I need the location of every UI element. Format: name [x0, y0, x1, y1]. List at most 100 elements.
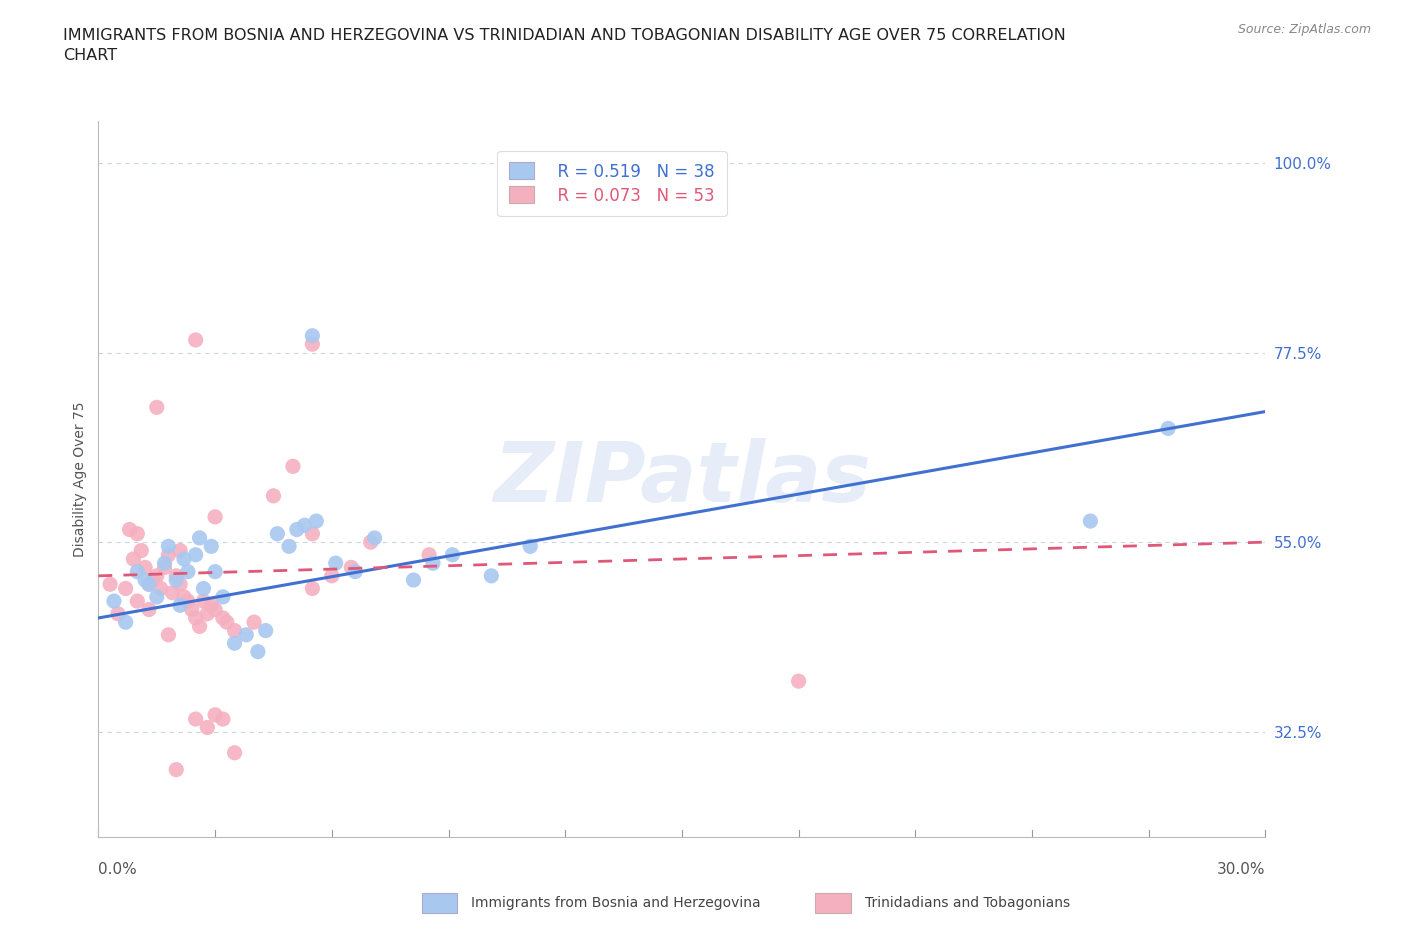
Point	[127, 526, 149, 541]
Point	[153, 556, 176, 571]
Point	[301, 526, 323, 541]
Point	[402, 573, 425, 588]
Point	[142, 573, 165, 588]
Point	[118, 522, 141, 537]
Point	[184, 711, 207, 726]
Point	[285, 522, 308, 537]
Point	[138, 602, 160, 617]
Point	[177, 593, 200, 608]
Point	[519, 538, 541, 553]
Point	[134, 573, 156, 588]
Point	[193, 581, 215, 596]
Point	[180, 602, 202, 617]
Point	[479, 568, 502, 583]
Point	[177, 565, 200, 579]
Point	[301, 328, 323, 343]
Point	[243, 615, 266, 630]
Point	[169, 543, 191, 558]
Point	[215, 615, 238, 630]
Point	[184, 333, 207, 348]
Point	[173, 590, 195, 604]
Point	[165, 763, 187, 777]
Point	[281, 458, 304, 473]
Text: IMMIGRANTS FROM BOSNIA AND HERZEGOVINA VS TRINIDADIAN AND TOBAGONIAN DISABILITY : IMMIGRANTS FROM BOSNIA AND HERZEGOVINA V…	[63, 28, 1066, 62]
Point	[134, 560, 156, 575]
Point	[146, 568, 169, 583]
Point	[165, 568, 187, 583]
Point	[188, 530, 211, 545]
Point	[441, 548, 464, 563]
Text: 0.0%: 0.0%	[98, 862, 138, 877]
Point	[138, 577, 160, 591]
Point	[98, 577, 121, 591]
Y-axis label: Disability Age Over 75: Disability Age Over 75	[73, 401, 87, 557]
Point	[224, 636, 246, 651]
Point	[165, 573, 187, 588]
Text: 30.0%: 30.0%	[1218, 862, 1265, 877]
Point	[262, 488, 284, 503]
Point	[114, 581, 136, 596]
Point	[224, 745, 246, 760]
Point	[301, 337, 323, 352]
Point	[212, 610, 235, 625]
Point	[195, 720, 218, 735]
Point	[212, 590, 235, 604]
Point	[235, 628, 257, 643]
Point	[1080, 513, 1102, 528]
Point	[204, 510, 226, 525]
Point	[266, 526, 288, 541]
Point	[305, 513, 328, 528]
Point	[173, 551, 195, 566]
Point	[188, 619, 211, 634]
Text: Trinidadians and Tobagonians: Trinidadians and Tobagonians	[865, 896, 1070, 910]
Point	[278, 538, 301, 553]
Point	[301, 581, 323, 596]
Point	[246, 644, 269, 659]
Point	[787, 673, 810, 688]
Point	[360, 535, 382, 550]
Point	[169, 598, 191, 613]
Point	[344, 565, 367, 579]
Point	[169, 577, 191, 591]
Point	[162, 585, 184, 600]
Point	[107, 606, 129, 621]
Point	[114, 615, 136, 630]
Point	[294, 518, 316, 533]
Point	[184, 548, 207, 563]
Point	[193, 593, 215, 608]
Text: ZIPatlas: ZIPatlas	[494, 438, 870, 520]
Point	[127, 593, 149, 608]
Point	[1157, 421, 1180, 436]
Point	[146, 400, 169, 415]
Point	[195, 606, 218, 621]
Point	[418, 548, 440, 563]
Point	[184, 610, 207, 625]
Point	[127, 565, 149, 579]
Point	[157, 628, 180, 643]
Point	[157, 548, 180, 563]
Point	[325, 556, 347, 571]
Point	[103, 593, 125, 608]
Point	[200, 598, 222, 613]
Point	[204, 602, 226, 617]
Point	[153, 560, 176, 575]
Text: Immigrants from Bosnia and Herzegovina: Immigrants from Bosnia and Herzegovina	[471, 896, 761, 910]
Point	[138, 577, 160, 591]
Point	[204, 565, 226, 579]
Point	[224, 623, 246, 638]
Point	[149, 581, 172, 596]
Point	[204, 708, 226, 723]
Legend:   R = 0.519   N = 38,   R = 0.073   N = 53: R = 0.519 N = 38, R = 0.073 N = 53	[498, 151, 727, 216]
Point	[146, 590, 169, 604]
Point	[122, 551, 145, 566]
Point	[212, 711, 235, 726]
Point	[254, 623, 277, 638]
Point	[200, 538, 222, 553]
Point	[363, 530, 385, 545]
Point	[157, 538, 180, 553]
Point	[340, 560, 363, 575]
Point	[129, 543, 152, 558]
Text: Source: ZipAtlas.com: Source: ZipAtlas.com	[1237, 23, 1371, 36]
Point	[422, 556, 444, 571]
Point	[321, 568, 343, 583]
